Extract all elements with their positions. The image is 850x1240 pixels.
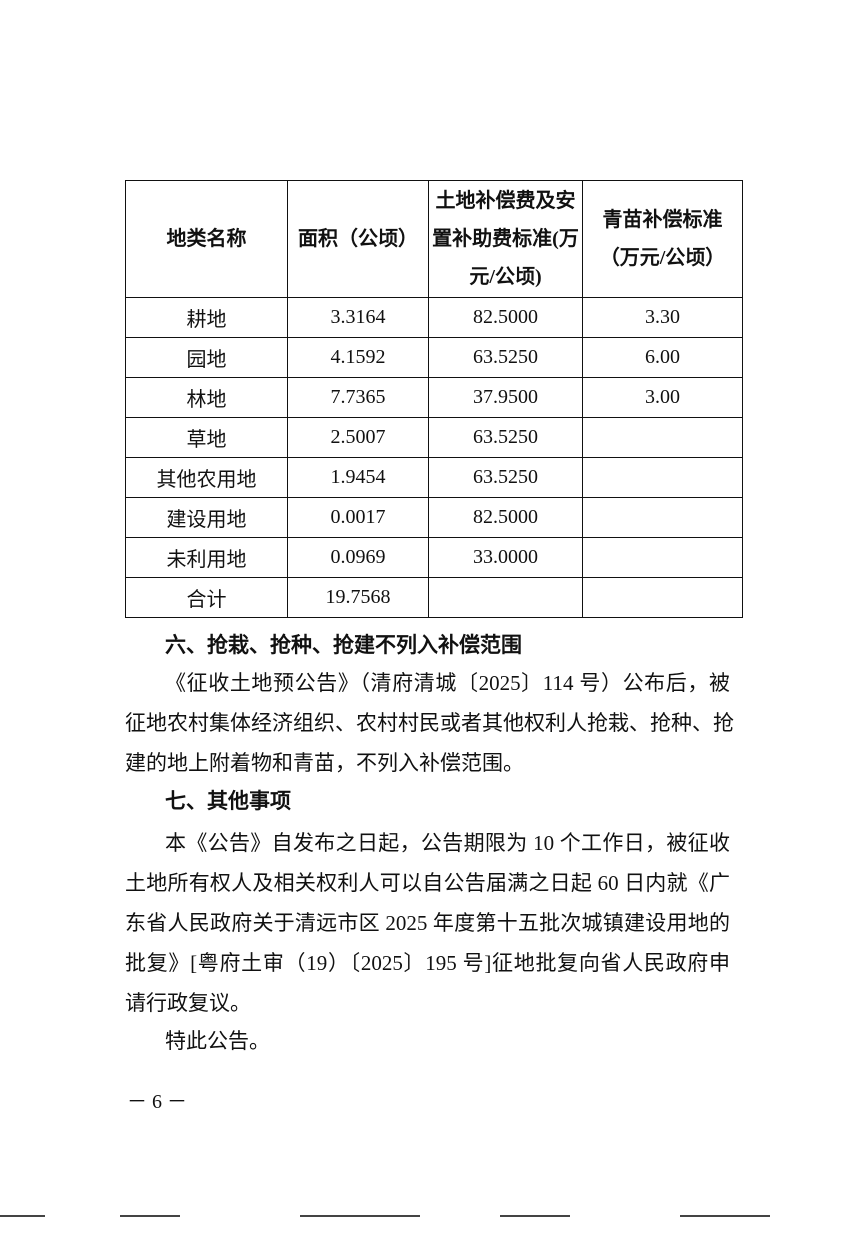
- table-cell: 耕地: [125, 297, 288, 338]
- section7-line: 东省人民政府关于清远市区 2025 年度第十五批次城镇建设用地的: [125, 911, 730, 935]
- table-cell: 19.7568: [287, 577, 429, 618]
- scan-artifact: [500, 1215, 570, 1217]
- table-cell: 33.0000: [428, 537, 583, 578]
- header-land-type: 地类名称: [125, 180, 288, 298]
- table-cell: [582, 537, 743, 578]
- table-cell: 草地: [125, 417, 288, 458]
- table-cell: 4.1592: [287, 337, 429, 378]
- table-cell: 82.5000: [428, 497, 583, 538]
- section6-line: 征地农村集体经济组织、农村村民或者其他权利人抢栽、抢种、抢: [125, 711, 734, 735]
- table-row: 合计 19.7568: [125, 577, 743, 618]
- section6-heading: 六、抢栽、抢种、抢建不列入补偿范围: [165, 633, 522, 657]
- section7-line: 本《公告》自发布之日起，公告期限为 10 个工作日，被征收: [165, 831, 730, 855]
- table-cell: 0.0969: [287, 537, 429, 578]
- section7-line: 批复》[粤府土审（19）〔2025〕195 号]征地批复向省人民政府申: [125, 951, 730, 975]
- scan-artifact: [300, 1215, 420, 1217]
- table-row: 园地 4.1592 63.5250 6.00: [125, 337, 743, 378]
- table-cell: 82.5000: [428, 297, 583, 338]
- table-cell: 3.3164: [287, 297, 429, 338]
- table-cell: 7.7365: [287, 377, 429, 418]
- table-cell: [582, 497, 743, 538]
- section6-line: 《征收土地预公告》（清府清城〔2025〕114 号）公布后，被: [165, 671, 730, 695]
- table-cell: 林地: [125, 377, 288, 418]
- table-row: 耕地 3.3164 82.5000 3.30: [125, 297, 743, 338]
- table-cell: 63.5250: [428, 417, 583, 458]
- section7-line: 土地所有权人及相关权利人可以自公告届满之日起 60 日内就《广: [125, 871, 730, 895]
- table-cell: [582, 417, 743, 458]
- section7-heading: 七、其他事项: [165, 789, 291, 813]
- table-cell: 1.9454: [287, 457, 429, 498]
- compensation-table: 地类名称 面积（公顷） 土地补偿费及安置补助费标准(万元/公顷) 青苗补偿标准（…: [125, 180, 743, 618]
- header-crop-compensation: 青苗补偿标准（万元/公顷）: [582, 180, 743, 298]
- table-cell: [428, 577, 583, 618]
- table-row: 林地 7.7365 37.9500 3.00: [125, 377, 743, 418]
- table-cell: 2.5007: [287, 417, 429, 458]
- table-header-row: 地类名称 面积（公顷） 土地补偿费及安置补助费标准(万元/公顷) 青苗补偿标准（…: [125, 180, 743, 298]
- section6-line: 建的地上附着物和青苗，不列入补偿范围。: [125, 751, 524, 775]
- table-cell: 6.00: [582, 337, 743, 378]
- table-cell: 其他农用地: [125, 457, 288, 498]
- table-cell: 园地: [125, 337, 288, 378]
- table-row: 草地 2.5007 63.5250: [125, 417, 743, 458]
- table-cell: 合计: [125, 577, 288, 618]
- table-row: 未利用地 0.0969 33.0000: [125, 537, 743, 578]
- table-cell: 63.5250: [428, 337, 583, 378]
- closing: 特此公告。: [165, 1029, 270, 1053]
- table-cell: [582, 457, 743, 498]
- table-row: 建设用地 0.0017 82.5000: [125, 497, 743, 538]
- table-cell: 63.5250: [428, 457, 583, 498]
- scan-artifact: [0, 1215, 45, 1217]
- table-cell: 3.00: [582, 377, 743, 418]
- table-cell: 0.0017: [287, 497, 429, 538]
- section7-line: 请行政复议。: [125, 991, 251, 1015]
- scan-artifact: [120, 1215, 180, 1217]
- table-cell: 37.9500: [428, 377, 583, 418]
- table-cell: 3.30: [582, 297, 743, 338]
- header-area: 面积（公顷）: [287, 180, 429, 298]
- table-cell: 未利用地: [125, 537, 288, 578]
- table-cell: 建设用地: [125, 497, 288, 538]
- scan-artifact: [680, 1215, 770, 1217]
- table-row: 其他农用地 1.9454 63.5250: [125, 457, 743, 498]
- page-number: － 6 －: [127, 1091, 187, 1113]
- table-cell: [582, 577, 743, 618]
- header-land-compensation: 土地补偿费及安置补助费标准(万元/公顷): [428, 180, 583, 298]
